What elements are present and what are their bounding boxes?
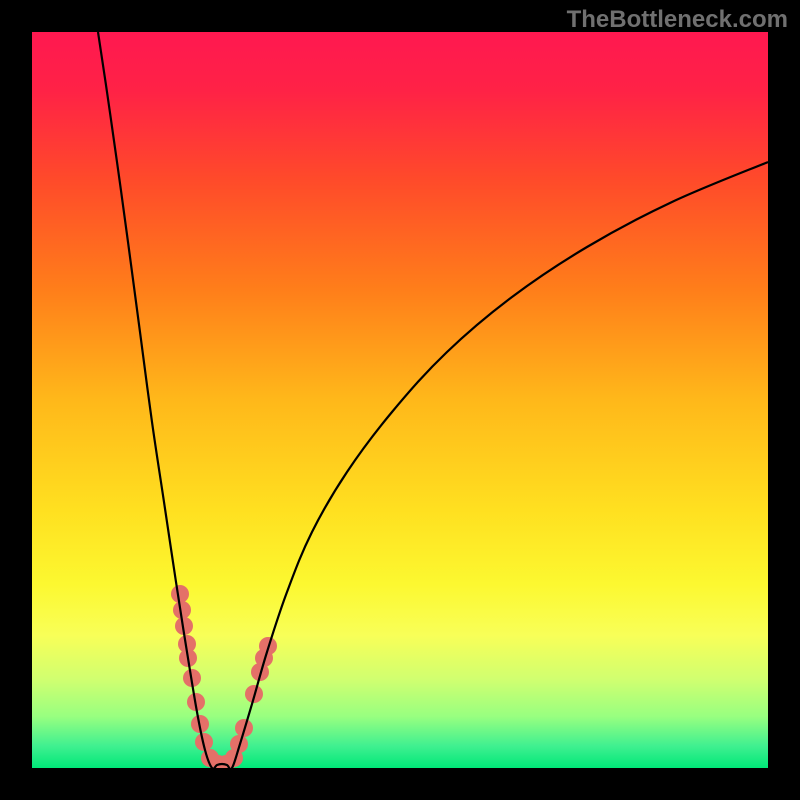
marker-point xyxy=(171,585,189,603)
chart-container: TheBottleneck.com xyxy=(0,0,800,800)
plot-area xyxy=(32,32,768,768)
watermark-text: TheBottleneck.com xyxy=(567,6,788,34)
curve-overlay xyxy=(32,32,768,768)
bottleneck-curve xyxy=(98,32,768,768)
